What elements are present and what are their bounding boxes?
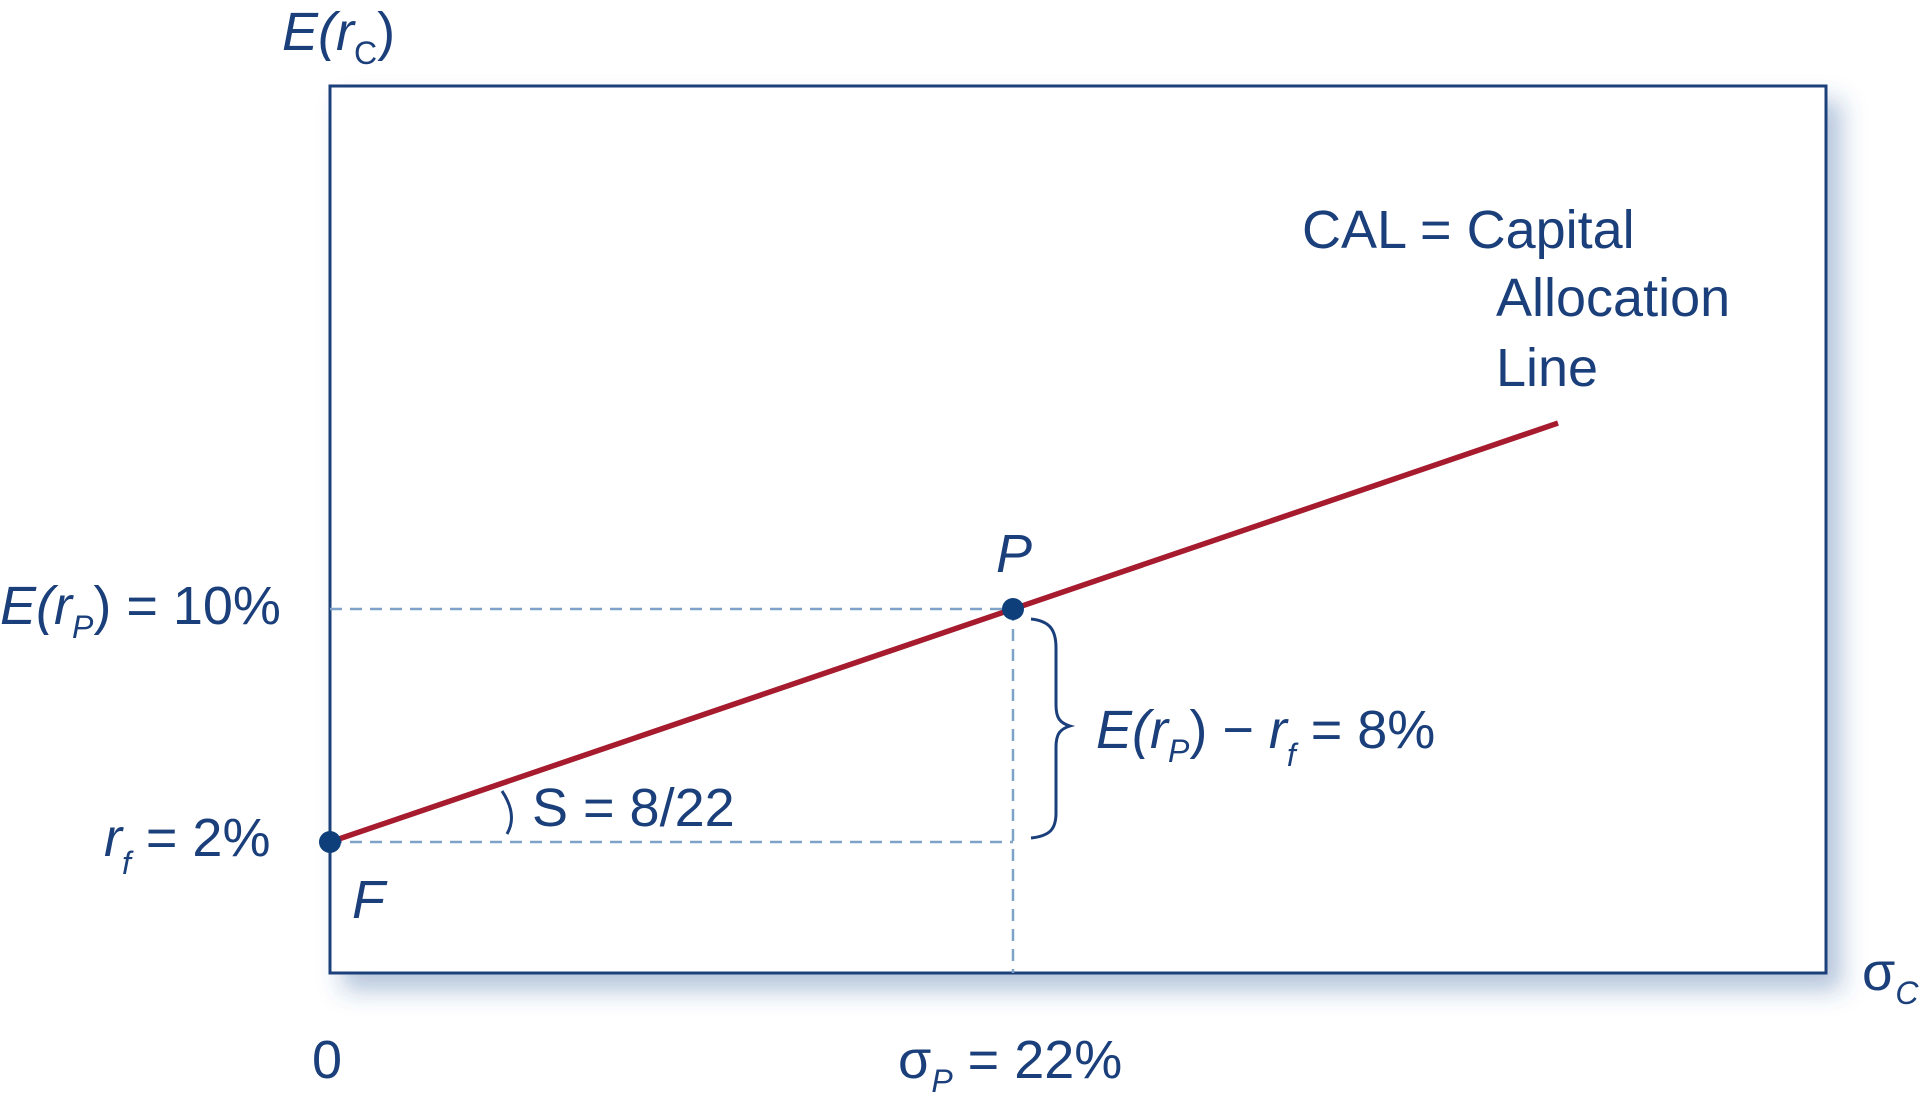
point-p-marker bbox=[1002, 598, 1024, 620]
y-axis-label: E(rC) bbox=[282, 2, 395, 71]
premium-brace bbox=[1030, 617, 1076, 840]
cal-annotation-line-2: Allocation bbox=[1496, 268, 1730, 328]
slope-angle-arc bbox=[500, 790, 513, 835]
premium-annotation: E(rP) − rf = 8% bbox=[1096, 700, 1435, 773]
x-tick-label-sigma-p: σP = 22% bbox=[898, 1030, 1122, 1099]
x-axis-label: σC bbox=[1862, 942, 1919, 1011]
slope-annotation: S = 8/22 bbox=[532, 778, 735, 838]
y-tick-label-erp: E(rP) = 10% bbox=[0, 576, 281, 645]
cal-annotation-line-1: CAL = Capital bbox=[1302, 200, 1635, 260]
point-p-label: P bbox=[996, 524, 1032, 584]
plot-frame bbox=[328, 84, 1828, 975]
point-f-label: F bbox=[352, 870, 388, 930]
y-tick-label-rf: rf = 2% bbox=[104, 808, 270, 881]
point-f-marker bbox=[319, 831, 341, 853]
cal-annotation-line-3: Line bbox=[1496, 338, 1598, 398]
cal-line bbox=[329, 420, 1559, 845]
origin-label: 0 bbox=[312, 1030, 342, 1090]
